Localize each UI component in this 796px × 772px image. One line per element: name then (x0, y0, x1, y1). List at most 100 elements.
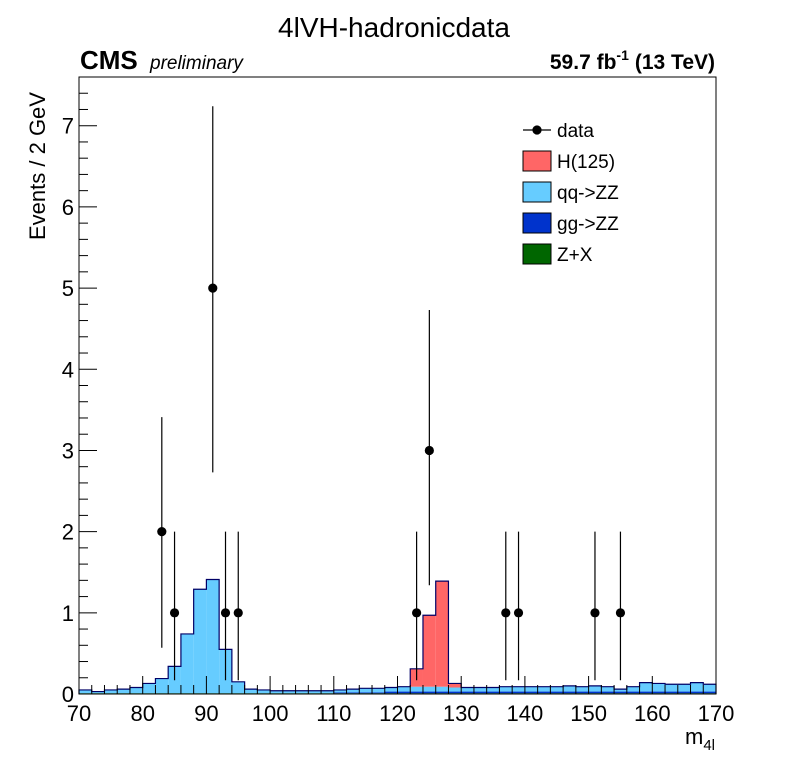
bar-gg-zz-bin-30 (461, 691, 474, 694)
bar-qq-zz-bin-35 (524, 686, 538, 692)
y-tick-label-0: 0 (62, 682, 74, 707)
bar-qq-zz-bin-18 (308, 690, 322, 694)
bar-qq-zz-bin-6 (155, 678, 169, 694)
bar-gg-zz-bin-35 (524, 691, 538, 694)
bar-qq-zz-bin-37 (550, 686, 564, 692)
legend-swatch-1 (522, 150, 552, 172)
x-tick-label-8: 150 (570, 701, 607, 726)
bar-qq-zz-bin-3 (117, 689, 130, 694)
y-tick-label-5: 5 (62, 276, 74, 301)
bar-gg-zz-bin-47 (677, 691, 691, 694)
bar-qq-zz-bin-24 (384, 687, 398, 692)
bar-qq-zz-bin-10 (206, 579, 220, 694)
bar-gg-zz-bin-25 (397, 691, 411, 694)
bar-qq-zz-bin-1 (91, 691, 105, 694)
x-tick-label-4: 110 (316, 701, 351, 726)
y-tick-label-1: 1 (62, 601, 74, 626)
legend-label-0: data (557, 121, 594, 142)
legend-marker-0 (532, 125, 542, 135)
bar-qq-zz-bin-25 (397, 686, 411, 692)
y-tick-label-6: 6 (62, 195, 74, 220)
x-axis-label-sub: 4l (703, 737, 715, 754)
bar-qq-zz-bin-32 (486, 687, 500, 692)
bar-qq-zz-bin-46 (665, 684, 678, 692)
bar-qq-zz-bin-40 (588, 685, 602, 692)
bar-gg-zz-bin-48 (690, 691, 704, 694)
data-point-5 (412, 608, 422, 618)
bar-gg-zz-bin-28 (435, 691, 449, 694)
bar-qq-zz-bin-20 (333, 689, 347, 693)
y-tick-label-4: 4 (62, 357, 74, 382)
bar-qq-zz-bin-45 (652, 683, 666, 692)
bar-gg-zz-bin-40 (588, 691, 602, 694)
bar-qq-zz-bin-16 (282, 690, 296, 694)
bar-gg-zz-bin-45 (652, 691, 666, 694)
data-point-10 (615, 608, 626, 618)
experiment-tag: preliminary (149, 53, 244, 74)
bar-qq-zz-bin-9 (193, 589, 207, 694)
y-tick-label-2: 2 (62, 520, 74, 545)
bar-qq-zz-bin-2 (104, 689, 118, 694)
bar-qq-zz-bin-12 (231, 681, 245, 694)
data-point-4 (233, 608, 243, 618)
bar-qq-zz-bin-23 (372, 688, 385, 693)
bar-gg-zz-bin-34 (512, 691, 525, 694)
lumi-exponent: -1 (616, 47, 629, 63)
bar-qq-zz-bin-26 (410, 686, 423, 692)
bar-qq-zz-bin-29 (448, 687, 462, 692)
bar-gg-zz-bin-31 (473, 691, 487, 694)
bar-gg-zz-bin-42 (614, 691, 627, 694)
bar-gg-zz-bin-46 (665, 691, 678, 694)
bar-gg-zz-bin-22 (359, 692, 373, 694)
bar-qq-zz-bin-30 (461, 687, 474, 692)
bar-gg-zz-bin-43 (626, 691, 640, 694)
lumi-value: 59.7 fb (550, 51, 617, 74)
bar-h-125--bin-29 (448, 683, 462, 688)
legend-swatch-3 (522, 212, 552, 234)
x-tick-label-5: 120 (379, 701, 416, 726)
bar-qq-zz-bin-38 (563, 685, 576, 692)
bar-gg-zz-bin-44 (639, 691, 653, 694)
x-tick-label-2: 90 (194, 701, 218, 726)
bar-qq-zz-bin-5 (142, 683, 156, 694)
x-tick-label-7: 140 (507, 701, 544, 726)
data-point-0 (157, 527, 167, 537)
bar-qq-zz-bin-17 (295, 690, 309, 694)
bar-qq-zz-bin-31 (473, 687, 487, 692)
bar-qq-zz-bin-47 (677, 684, 691, 692)
x-tick-label-9: 160 (634, 701, 671, 726)
legend: data H(125) qq->ZZ gg->ZZ Z+X (522, 121, 619, 266)
legend-swatch-2 (522, 181, 552, 203)
bar-qq-zz-bin-14 (257, 689, 271, 694)
bar-gg-zz-bin-23 (372, 692, 385, 694)
experiment-label: CMS (80, 45, 138, 75)
y-tick-label-7: 7 (62, 114, 74, 139)
bar-qq-zz-bin-33 (499, 686, 513, 692)
bar-gg-zz-bin-36 (537, 691, 551, 694)
y-axis-label: Events / 2 GeV (25, 92, 50, 240)
x-tick-label-3: 100 (252, 701, 289, 726)
bar-h-125--bin-28 (435, 581, 449, 687)
bar-gg-zz-bin-39 (575, 691, 589, 694)
bar-qq-zz-bin-27 (422, 686, 436, 692)
legend-swatch-4 (522, 243, 552, 265)
bar-qq-zz-bin-13 (244, 689, 258, 694)
bar-qq-zz-bin-19 (321, 690, 334, 694)
bar-qq-zz-bin-42 (614, 689, 627, 692)
bar-qq-zz-bin-28 (435, 686, 449, 692)
y-tick-label-3: 3 (62, 438, 74, 463)
legend-label-1: H(125) (557, 152, 615, 173)
lumi-energy: (13 TeV) (635, 51, 715, 74)
bar-qq-zz-bin-48 (690, 682, 704, 692)
bar-gg-zz-bin-21 (346, 692, 360, 694)
stack-outline (78, 578, 717, 694)
x-tick-label-6: 130 (443, 701, 480, 726)
data-point-6 (424, 445, 434, 456)
bar-gg-zz-bin-38 (563, 691, 576, 694)
bar-gg-zz-bin-26 (410, 691, 423, 694)
bar-qq-zz-bin-41 (601, 686, 615, 692)
bar-qq-zz-bin-44 (639, 682, 653, 692)
bar-qq-zz-bin-34 (512, 686, 525, 692)
bar-gg-zz-bin-32 (486, 691, 500, 694)
bar-h-125--bin-27 (422, 615, 436, 687)
